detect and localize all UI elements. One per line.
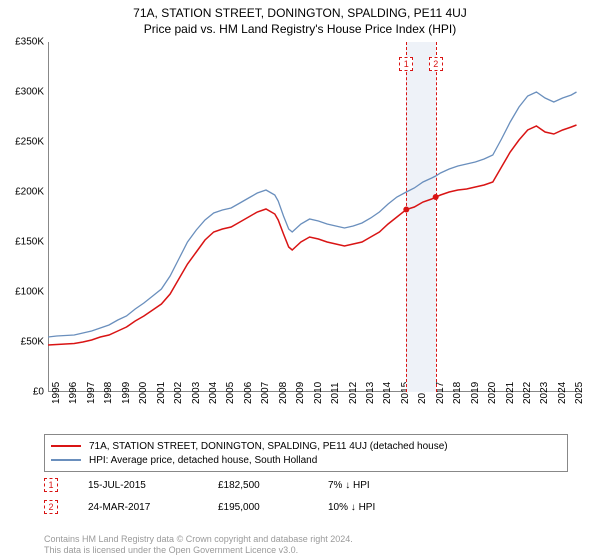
footer-line: This data is licensed under the Open Gov…	[44, 545, 353, 556]
legend-item: HPI: Average price, detached house, Sout…	[51, 453, 561, 467]
chart-container: { "title": "71A, STATION STREET, DONINGT…	[0, 0, 600, 560]
series-line-property	[48, 125, 577, 345]
y-tick-label: £0	[4, 387, 44, 398]
sale-dot	[403, 207, 409, 213]
y-tick-label: £350K	[4, 37, 44, 48]
legend-item: 71A, STATION STREET, DONINGTON, SPALDING…	[51, 439, 561, 453]
chart-lines	[48, 42, 580, 392]
sale-badge: 2	[44, 500, 58, 514]
y-tick-label: £50K	[4, 337, 44, 348]
legend-label: HPI: Average price, detached house, Sout…	[89, 455, 317, 466]
sale-price: £195,000	[218, 502, 328, 513]
sale-row: 2 24-MAR-2017 £195,000 10% ↓ HPI	[44, 500, 568, 514]
legend-swatch	[51, 459, 81, 461]
sale-dot	[433, 194, 439, 200]
chart-subtitle: Price paid vs. HM Land Registry's House …	[0, 22, 600, 36]
footer-line: Contains HM Land Registry data © Crown c…	[44, 534, 353, 545]
sale-price: £182,500	[218, 480, 328, 491]
footer-attribution: Contains HM Land Registry data © Crown c…	[44, 534, 353, 557]
sale-date: 24-MAR-2017	[88, 502, 218, 513]
y-tick-label: £200K	[4, 187, 44, 198]
series-line-hpi	[48, 92, 577, 337]
sale-diff: 7% ↓ HPI	[328, 480, 438, 491]
y-tick-label: £100K	[4, 287, 44, 298]
legend: 71A, STATION STREET, DONINGTON, SPALDING…	[44, 434, 568, 472]
y-tick-label: £150K	[4, 237, 44, 248]
y-tick-label: £300K	[4, 87, 44, 98]
y-tick-label: £250K	[4, 137, 44, 148]
sale-diff: 10% ↓ HPI	[328, 502, 438, 513]
legend-label: 71A, STATION STREET, DONINGTON, SPALDING…	[89, 441, 448, 452]
legend-swatch	[51, 445, 81, 447]
sale-date: 15-JUL-2015	[88, 480, 218, 491]
sale-row: 1 15-JUL-2015 £182,500 7% ↓ HPI	[44, 478, 568, 492]
chart-title: 71A, STATION STREET, DONINGTON, SPALDING…	[0, 6, 600, 20]
sale-badge: 1	[44, 478, 58, 492]
